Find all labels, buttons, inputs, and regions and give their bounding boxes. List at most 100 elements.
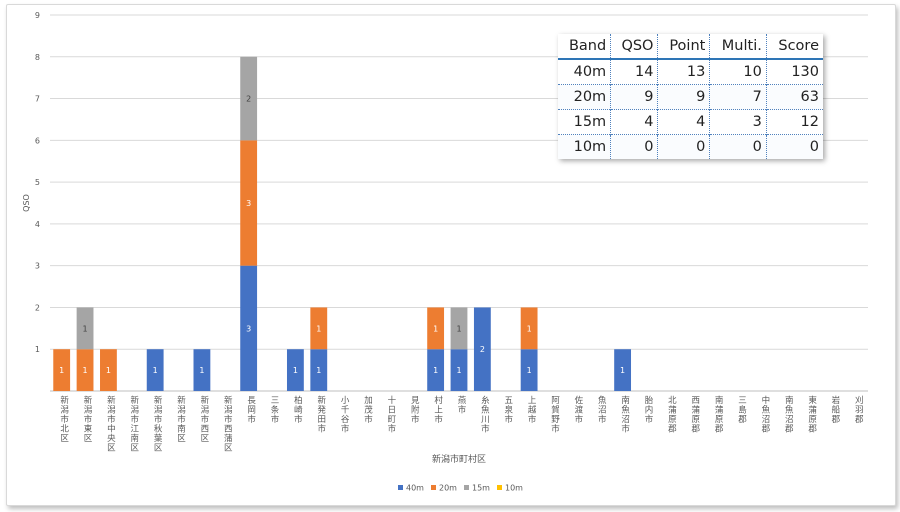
data-label: 1	[153, 366, 158, 375]
y-tick-label: 6	[35, 136, 40, 145]
bar-segment-40m	[520, 349, 538, 391]
x-tick-label: 柏崎市	[294, 395, 303, 425]
score-table-cell: 10m	[573, 139, 607, 155]
score-table-row: 15m 4 4 3 12	[558, 109, 823, 135]
x-tick-label: 佐渡市	[575, 395, 584, 425]
score-table-cell: 12	[765, 109, 823, 135]
x-tick-label: 燕市	[458, 395, 467, 416]
x-tick-label: 村上市	[434, 395, 443, 425]
score-table-cell: 10	[709, 59, 767, 85]
score-table-header: Point	[657, 34, 710, 59]
data-label: 1	[316, 324, 321, 333]
data-label: 1	[433, 366, 438, 375]
score-table-cell: 3	[709, 109, 767, 135]
x-tick-label: 新潟市東区	[84, 395, 93, 444]
score-table-header: Band	[568, 38, 607, 54]
bar-segment-15m	[240, 56, 258, 141]
x-tick-label: 南魚沼郡	[785, 395, 794, 435]
score-table-cell: 15m	[573, 114, 607, 130]
bar-segment-40m	[310, 349, 328, 391]
data-label: 1	[293, 366, 298, 375]
data-label: 1	[433, 324, 438, 333]
x-tick-label: 新潟市北区	[60, 395, 69, 444]
x-tick-label: 新潟市秋葉区	[154, 395, 163, 454]
data-label: 1	[83, 324, 88, 333]
x-tick-label: 新潟市西区	[201, 395, 210, 444]
score-table-row: 10m 0 0 0 0	[558, 134, 823, 159]
score-table-cell: 63	[765, 84, 823, 110]
bar-segment-20m	[53, 349, 71, 391]
y-tick-label: 2	[35, 303, 40, 312]
legend-label: 10m	[505, 484, 523, 493]
legend-swatch-20m	[431, 485, 436, 490]
bar-segment-40m	[146, 349, 164, 391]
score-table: Band QSO Point Multi. Score 40m 14 13 10…	[558, 34, 823, 159]
data-label: 1	[456, 366, 461, 375]
score-table-cell: 0	[657, 134, 710, 159]
score-table-cell: 9	[610, 84, 658, 110]
score-table-cell: 7	[709, 84, 767, 110]
x-tick-label: 北蒲原郡	[668, 396, 677, 435]
score-table-cell: 40m	[573, 64, 607, 80]
x-tick-label: 新潟市中央区	[107, 395, 116, 454]
score-table-header: Score	[765, 34, 823, 59]
data-label: 1	[199, 366, 204, 375]
data-label: 1	[316, 366, 321, 375]
legend-label: 20m	[439, 484, 457, 493]
score-table-cell: 4	[610, 109, 658, 135]
x-tick-label: 胎内市	[645, 395, 654, 425]
data-label: 3	[246, 324, 251, 333]
y-tick-label: 3	[35, 262, 40, 271]
y-tick-label: 5	[35, 178, 40, 187]
data-label: 3	[246, 199, 251, 208]
x-tick-label: 南魚沼市	[621, 395, 630, 435]
data-label: 2	[246, 95, 251, 104]
data-label: 1	[59, 366, 64, 375]
x-tick-label: 三条市	[271, 396, 280, 425]
legend-label: 15m	[472, 484, 490, 493]
data-label: 1	[527, 324, 532, 333]
data-label: 1	[620, 366, 625, 375]
bar-segment-40m	[614, 349, 632, 391]
x-tick-label: 新潟市江南区	[131, 395, 140, 454]
bar-segment-20m	[427, 307, 445, 350]
y-tick-label: 7	[35, 95, 40, 104]
legend-swatch-40m	[398, 485, 403, 490]
score-table-cell: 20m	[573, 89, 607, 105]
x-tick-label: 糸魚川市	[481, 395, 490, 435]
score-table-cell: 130	[765, 59, 823, 85]
x-tick-label: 加茂市	[364, 395, 373, 425]
data-label: 1	[83, 366, 88, 375]
score-table-row: 20m 9 9 7 63	[558, 84, 823, 110]
bar-segment-20m	[76, 349, 94, 391]
x-tick-label: 小千谷市	[341, 395, 350, 435]
bar-segment-15m	[450, 307, 468, 350]
bar-segment-15m	[76, 307, 94, 350]
x-tick-label: 東蒲原郡	[808, 395, 817, 435]
bar-segment-20m	[310, 307, 328, 350]
x-tick-label: 中魚沼郡	[762, 395, 771, 435]
data-label: 1	[527, 366, 532, 375]
score-table-row: 40m 14 13 10 130	[558, 59, 823, 85]
score-table-cell: 9	[657, 84, 710, 110]
bar-segment-40m	[193, 349, 211, 391]
y-tick-label: 4	[35, 220, 40, 229]
bar-segment-20m	[100, 349, 117, 391]
bar-segment-40m	[427, 349, 445, 391]
score-table-header: QSO	[610, 34, 658, 59]
score-table-cell: 13	[657, 59, 710, 85]
score-table-cell: 0	[610, 134, 658, 159]
x-tick-label: 十日町市	[388, 395, 397, 435]
data-label: 1	[456, 324, 461, 333]
data-label: 2	[480, 345, 485, 354]
legend-swatch-10m	[497, 485, 502, 490]
x-tick-label: 新発田市	[318, 395, 327, 435]
score-table-cell: 4	[657, 109, 710, 135]
x-tick-label: 五泉市	[504, 396, 513, 425]
x-tick-label: 阿賀野市	[551, 396, 560, 435]
score-table-cell: 0	[709, 134, 767, 159]
x-tick-label: 岩船郡	[832, 395, 841, 425]
score-table-cell: 0	[765, 134, 823, 159]
x-tick-label: 新潟市南区	[177, 395, 186, 444]
y-tick-label: 8	[35, 53, 40, 62]
